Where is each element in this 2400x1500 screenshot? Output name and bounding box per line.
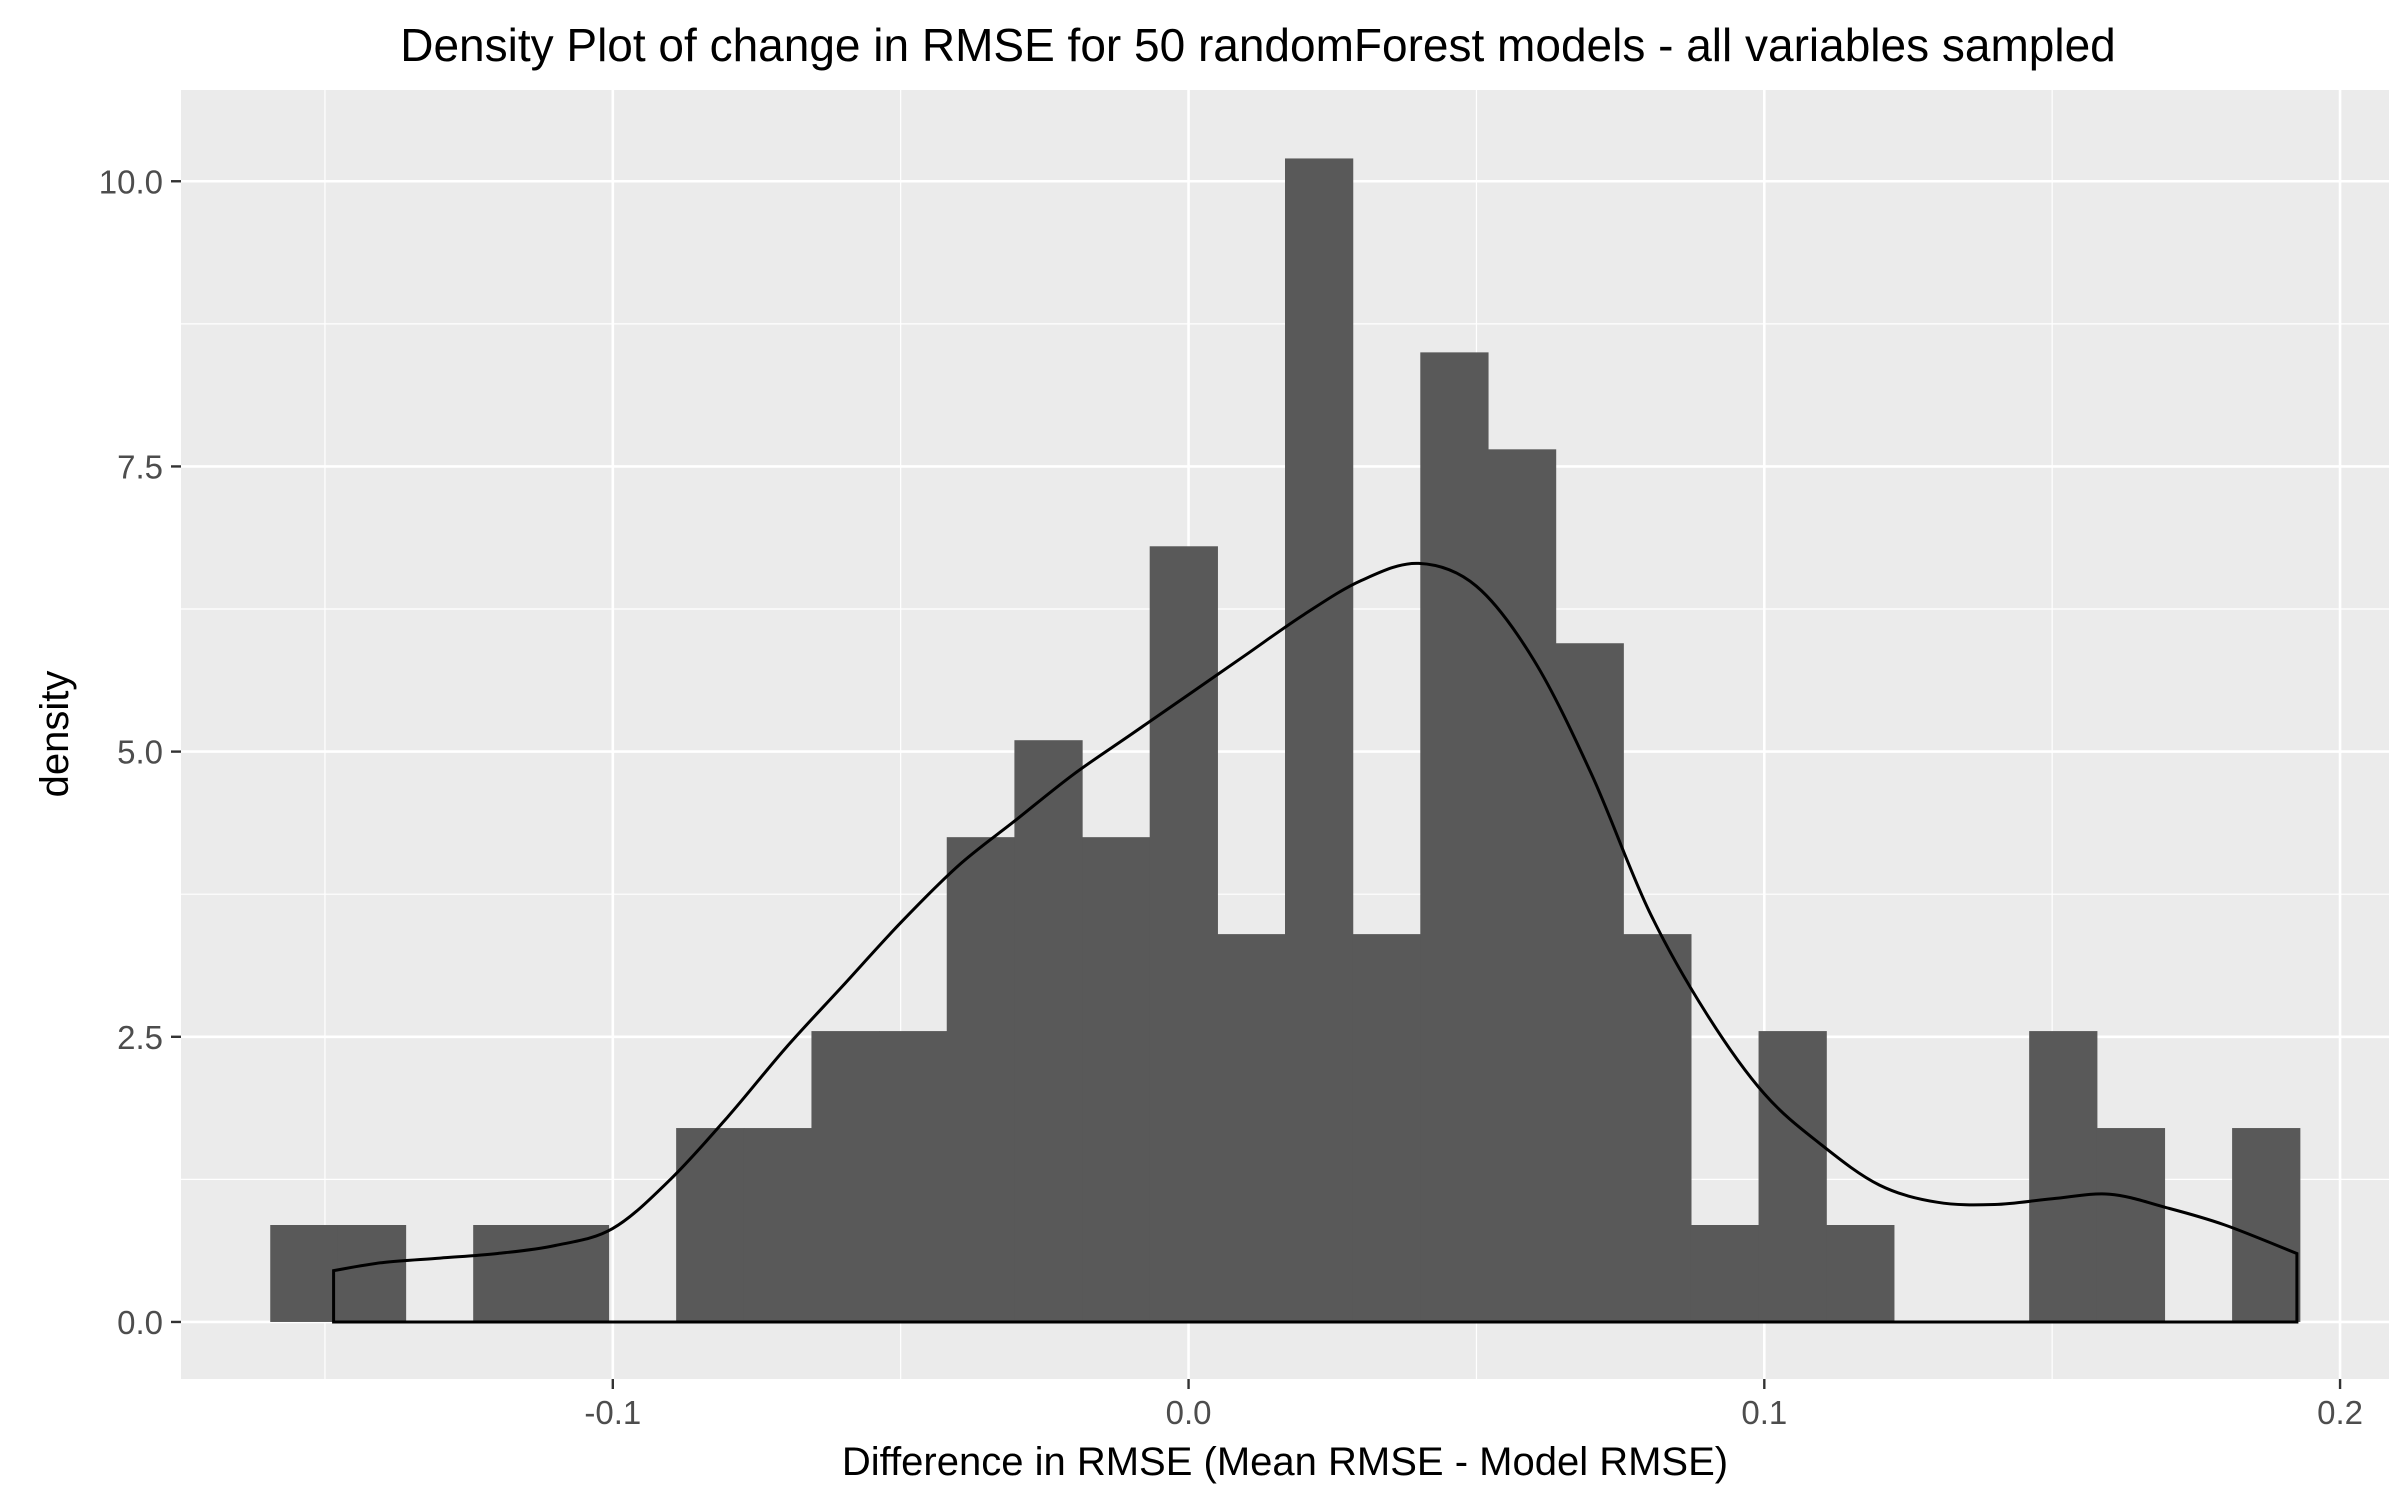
histogram-bar bbox=[2232, 1128, 2301, 1322]
histogram-bar bbox=[1014, 740, 1083, 1322]
histogram-bar bbox=[1149, 546, 1218, 1322]
histogram-bar bbox=[1082, 837, 1151, 1322]
histogram-bar bbox=[946, 837, 1015, 1322]
y-tick-label: 10.0 bbox=[99, 163, 163, 200]
y-tick-label: 2.5 bbox=[117, 1019, 163, 1056]
y-tick-label: 5.0 bbox=[117, 734, 163, 771]
histogram-bar bbox=[1555, 643, 1624, 1322]
histogram-bar bbox=[2029, 1031, 2098, 1322]
x-tick-label: 0.0 bbox=[1166, 1394, 1212, 1431]
y-tick-label: 0.0 bbox=[117, 1304, 163, 1341]
histogram-bar bbox=[1487, 449, 1557, 1322]
histogram-bar bbox=[337, 1225, 407, 1322]
histogram-bar bbox=[1217, 934, 1286, 1322]
histogram-bar bbox=[811, 1031, 880, 1322]
x-tick-label: 0.2 bbox=[2317, 1394, 2363, 1431]
histogram-bar bbox=[473, 1225, 542, 1322]
histogram-bar bbox=[540, 1225, 610, 1322]
x-axis-label: Difference in RMSE (Mean RMSE - Model RM… bbox=[842, 1440, 1728, 1484]
histogram-bars bbox=[270, 158, 2301, 1322]
y-axis-label: density bbox=[33, 671, 77, 798]
x-tick-label: -0.1 bbox=[584, 1394, 641, 1431]
x-tick-label: 0.1 bbox=[1741, 1394, 1787, 1431]
histogram-bar bbox=[1758, 1031, 1827, 1322]
y-tick-label: 7.5 bbox=[117, 448, 163, 485]
histogram-bar bbox=[270, 1225, 339, 1322]
chart-title: Density Plot of change in RMSE for 50 ra… bbox=[400, 19, 2116, 71]
histogram-bar bbox=[1623, 934, 1692, 1322]
histogram-bar bbox=[1352, 934, 1421, 1322]
histogram-bar bbox=[1826, 1225, 1895, 1322]
histogram-bar bbox=[2096, 1128, 2166, 1322]
histogram-bar bbox=[1420, 352, 1489, 1322]
histogram-bar bbox=[676, 1128, 745, 1322]
y-axis: 0.0 2.5 5.0 7.5 10.0 bbox=[99, 163, 181, 1341]
histogram-bar bbox=[1285, 158, 1354, 1322]
density-curve bbox=[332, 561, 2299, 1324]
histogram-bar bbox=[879, 1031, 948, 1322]
histogram-bar bbox=[1690, 1225, 1760, 1322]
x-axis: -0.1 0.0 0.1 0.2 bbox=[584, 1379, 2363, 1431]
histogram-bar bbox=[743, 1128, 813, 1322]
